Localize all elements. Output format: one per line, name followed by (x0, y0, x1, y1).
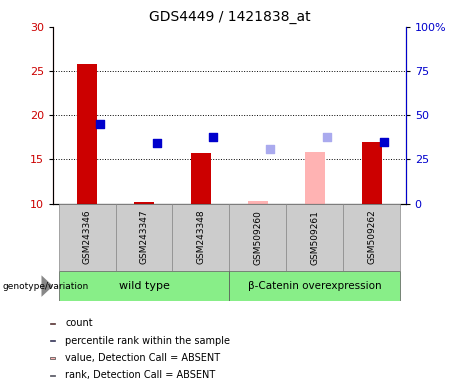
Bar (172, 204, 230, 271)
Point (380, 139, 388, 145)
Bar (361, 142, 382, 204)
Text: GSM243346: GSM243346 (83, 210, 92, 265)
Bar (286, 204, 343, 271)
Bar (77, 64, 97, 204)
Text: GSM243348: GSM243348 (196, 210, 206, 265)
Text: β-Catenin overexpression: β-Catenin overexpression (248, 281, 382, 291)
Bar (50, 375, 55, 376)
Text: count: count (65, 318, 93, 328)
Text: percentile rank within the sample: percentile rank within the sample (65, 336, 230, 346)
Polygon shape (41, 275, 53, 297)
Point (324, 134, 331, 141)
Point (266, 146, 274, 152)
Bar (248, 201, 268, 204)
Bar (230, 204, 286, 271)
Text: value, Detection Call = ABSENT: value, Detection Call = ABSENT (65, 353, 220, 363)
Point (153, 141, 160, 147)
Bar (59, 204, 116, 271)
Bar (230, 271, 400, 301)
Text: GSM509260: GSM509260 (253, 210, 262, 265)
Point (96, 121, 103, 127)
Title: GDS4449 / 1421838_at: GDS4449 / 1421838_at (148, 10, 310, 25)
Text: GSM243347: GSM243347 (140, 210, 148, 265)
Bar (134, 202, 154, 204)
Bar (50, 358, 55, 359)
Text: genotype/variation: genotype/variation (2, 281, 89, 291)
Bar (50, 323, 55, 324)
Bar (50, 340, 55, 341)
Text: GSM509261: GSM509261 (310, 210, 319, 265)
Bar (305, 152, 325, 204)
Bar (343, 204, 400, 271)
Bar (59, 271, 230, 301)
Bar (116, 204, 172, 271)
Text: rank, Detection Call = ABSENT: rank, Detection Call = ABSENT (65, 370, 215, 380)
Point (210, 134, 217, 141)
Text: GSM509262: GSM509262 (367, 210, 376, 265)
Text: wild type: wild type (118, 281, 170, 291)
Bar (191, 153, 211, 204)
